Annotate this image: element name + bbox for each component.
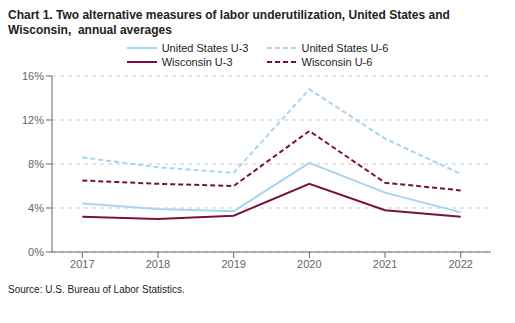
svg-text:4%: 4%: [28, 202, 44, 214]
svg-text:8%: 8%: [28, 158, 44, 170]
html-text:Wisconsin U-3: Wisconsin U-3: [161, 56, 233, 68]
svg-text:2021: 2021: [373, 258, 397, 270]
html-text:Wisconsin U-6: Wisconsin U-6: [301, 56, 373, 68]
svg-text:2020: 2020: [297, 258, 321, 270]
html-text:United States U-6: United States U-6: [301, 42, 389, 54]
html-text:Chart 1. Two alternative measu: Chart 1. Two alternative measures of lab…: [8, 8, 454, 37]
html-text:United States U-3: United States U-3: [161, 42, 249, 54]
svg-text:2022: 2022: [448, 258, 472, 270]
svg-text:0%: 0%: [28, 246, 44, 258]
svg-text:2019: 2019: [221, 258, 245, 270]
svg-text:12%: 12%: [22, 114, 44, 126]
svg-text:2017: 2017: [70, 258, 94, 270]
svg-text:16%: 16%: [22, 70, 44, 82]
svg-text:2018: 2018: [146, 258, 170, 270]
html-text:Source: U.S. Bureau of Labor S: Source: U.S. Bureau of Labor Statistics.: [8, 284, 185, 295]
